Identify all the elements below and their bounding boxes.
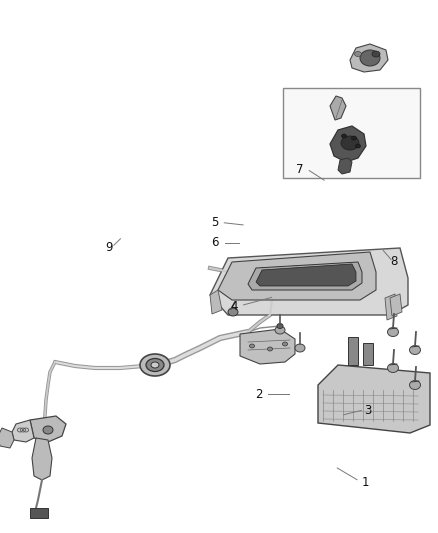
Ellipse shape <box>410 381 420 390</box>
Ellipse shape <box>342 134 346 138</box>
Polygon shape <box>338 158 352 174</box>
Text: 9: 9 <box>106 241 113 254</box>
Bar <box>363 343 373 365</box>
Ellipse shape <box>372 51 380 57</box>
Bar <box>348 337 358 365</box>
Ellipse shape <box>410 345 420 354</box>
Text: 8: 8 <box>391 255 398 268</box>
Polygon shape <box>32 438 52 480</box>
Polygon shape <box>318 365 430 433</box>
Polygon shape <box>210 248 408 315</box>
Text: 7: 7 <box>296 163 304 176</box>
Ellipse shape <box>228 308 238 316</box>
Bar <box>283 88 420 178</box>
Polygon shape <box>330 126 366 162</box>
Text: 6: 6 <box>211 236 219 249</box>
Ellipse shape <box>250 344 254 348</box>
Ellipse shape <box>277 324 283 328</box>
Text: 3: 3 <box>364 404 371 417</box>
Ellipse shape <box>388 364 399 373</box>
Text: 1: 1 <box>362 476 370 489</box>
Polygon shape <box>256 264 356 286</box>
Ellipse shape <box>341 136 359 150</box>
Ellipse shape <box>352 136 357 140</box>
Ellipse shape <box>360 50 380 66</box>
Polygon shape <box>12 420 34 442</box>
Ellipse shape <box>146 359 164 372</box>
Ellipse shape <box>295 344 305 352</box>
Polygon shape <box>0 428 14 448</box>
Text: 5: 5 <box>211 216 218 229</box>
Polygon shape <box>218 252 376 300</box>
Ellipse shape <box>140 354 170 376</box>
Ellipse shape <box>356 144 360 148</box>
Text: 4: 4 <box>230 300 238 313</box>
Polygon shape <box>330 96 346 120</box>
Ellipse shape <box>354 52 361 56</box>
Polygon shape <box>248 262 362 290</box>
Bar <box>30 508 48 518</box>
Polygon shape <box>390 294 402 316</box>
Polygon shape <box>350 44 388 72</box>
Polygon shape <box>210 290 222 314</box>
Ellipse shape <box>388 327 399 336</box>
Ellipse shape <box>43 426 53 434</box>
Polygon shape <box>385 294 397 320</box>
Ellipse shape <box>268 347 272 351</box>
Polygon shape <box>240 329 295 364</box>
Polygon shape <box>30 416 66 442</box>
Ellipse shape <box>283 342 287 346</box>
Text: 2: 2 <box>254 388 262 401</box>
Ellipse shape <box>275 326 285 334</box>
Ellipse shape <box>151 362 159 368</box>
